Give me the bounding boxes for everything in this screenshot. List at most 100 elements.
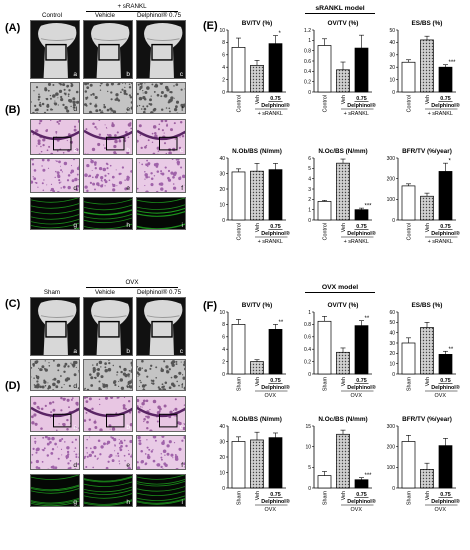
tile-letter: e: [126, 383, 130, 390]
chart-F6: BFR/TV (%/year) 0 100 200 300 Sham Veh 0.75 Delp…: [387, 416, 460, 513]
bar-075: [268, 43, 283, 93]
tile-letter: a: [73, 147, 77, 154]
top-tile-image: [84, 159, 132, 192]
panel-label-f: (F): [203, 300, 218, 312]
x-label-group: + sRANKL: [258, 111, 283, 117]
bar-veh: [336, 69, 350, 93]
chart-E4: N.Ob/BS (N/mm) 0 10 20 30 40 Control Veh 0.75 Del…: [219, 148, 289, 245]
header-sham: Sham: [43, 289, 61, 296]
y-tick-label: 8: [222, 322, 225, 328]
tile-letter: c: [179, 348, 183, 355]
bar-veh: [250, 439, 264, 489]
bottom-tile-image: [84, 397, 132, 431]
x-label-control: Control: [407, 95, 413, 112]
y-tick-label: 0: [308, 218, 311, 224]
y-tick-label: 1: [308, 207, 311, 213]
y-tick-label: 0.6: [304, 59, 311, 65]
bar-sham: [401, 342, 416, 375]
y-tick-label: 10: [305, 444, 311, 450]
y-tick-label: 0: [308, 90, 311, 96]
tile-letter: a: [73, 424, 77, 431]
bar-veh: [336, 351, 350, 375]
bottom-tile-image: [31, 360, 79, 390]
y-tick-label: 8: [222, 40, 225, 46]
header-delphinol: Delphinol® 0.75: [136, 12, 182, 19]
x-label-group: OVX: [265, 507, 277, 513]
bottom-tile-bone-2: b: [83, 297, 133, 356]
x-label-veh: Veh: [341, 223, 347, 232]
y-tick-label: 20: [389, 351, 395, 357]
x-label-drug: Delphinol®: [347, 102, 376, 109]
tile-letter: i: [181, 499, 183, 506]
top-tile-stain-3: c: [136, 119, 186, 155]
panel-label-e: (E): [203, 20, 218, 32]
tile-letter: a: [73, 71, 77, 78]
tile-letter: h: [126, 499, 130, 506]
panel-label-d: (D): [5, 380, 21, 392]
y-tick-label: 2: [222, 359, 225, 365]
top-tile-image: [31, 159, 79, 192]
top-tile-tex-3: f: [136, 82, 186, 114]
x-label-dose: 0.75: [440, 96, 451, 102]
x-label-veh: Veh: [255, 491, 261, 500]
bar-veh: [250, 170, 264, 221]
x-label-drug: Delphinol®: [261, 498, 290, 505]
x-label-group: OVX: [351, 507, 363, 513]
tile-letter: f: [181, 106, 183, 113]
header-vehicle: Vehicle: [95, 12, 115, 19]
top-tile-image: [31, 21, 79, 78]
tile-letter: g: [73, 222, 77, 229]
x-label-drug: Delphinol®: [261, 102, 290, 109]
top-tile-image: [31, 83, 79, 113]
significance-marker: *: [279, 31, 282, 37]
chart-F3: ES/BS (%) 0 10 20 30 40 50 60 ** Sham Veh 0.75 Delph…: [389, 302, 459, 399]
top-tile-bone-2: b: [83, 20, 133, 79]
x-label-veh: Veh: [425, 223, 431, 232]
tile-letter: f: [181, 383, 183, 390]
significance-marker: **: [449, 347, 454, 353]
x-label-drug: Delphinol®: [347, 384, 376, 391]
x-label-veh: Veh: [425, 491, 431, 500]
x-label-veh: Veh: [341, 95, 347, 104]
bar-veh: [420, 195, 434, 221]
x-label-dose: 0.75: [356, 492, 367, 498]
bar-sham: [401, 441, 416, 489]
x-label-group: OVX: [351, 393, 363, 399]
y-tick-label: 200: [387, 176, 396, 182]
header-ovx-group: OVX: [125, 279, 139, 286]
x-label-group: OVX: [265, 393, 277, 399]
top-tile-pink-2: e: [83, 158, 133, 193]
y-tick-label: 0: [222, 372, 225, 378]
bottom-tile-image: [137, 475, 185, 506]
y-tick-label: 300: [387, 424, 396, 430]
y-tick-label: 50: [389, 28, 395, 34]
bottom-tile-stain-3: c: [136, 396, 186, 432]
bar-veh: [250, 361, 264, 375]
x-label-group: OVX: [435, 507, 447, 513]
header-control: Control: [42, 12, 62, 19]
top-tile-image: [84, 21, 132, 78]
tile-letter: b: [126, 147, 130, 154]
chart-title: BV/TV (%): [241, 302, 273, 309]
y-tick-label: 0.8: [304, 48, 311, 54]
y-tick-label: 4: [222, 347, 225, 353]
chart-title: N.Ob/BS (N/mm): [232, 148, 282, 155]
top-tile-bone-3: c: [136, 20, 186, 79]
chart-F1: BV/TV (%) 0 2 4 6 8 10 ** Sham Veh 0.75 Delphinol® O…: [219, 302, 289, 399]
x-label-control: Sham: [323, 377, 329, 392]
bar-075: [438, 171, 453, 221]
bar-075: [354, 325, 369, 375]
y-tick-label: 50: [389, 320, 395, 326]
bar-075: [354, 479, 369, 489]
tile-letter: d: [73, 106, 77, 113]
tile-letter: e: [126, 185, 130, 192]
bar-veh: [336, 162, 350, 221]
y-tick-label: 0.2: [304, 79, 311, 85]
header-group-line: [86, 11, 178, 12]
y-tick-label: 1: [308, 310, 311, 316]
bottom-tile-stain-2: b: [83, 396, 133, 432]
x-label-control: Sham: [407, 491, 413, 506]
